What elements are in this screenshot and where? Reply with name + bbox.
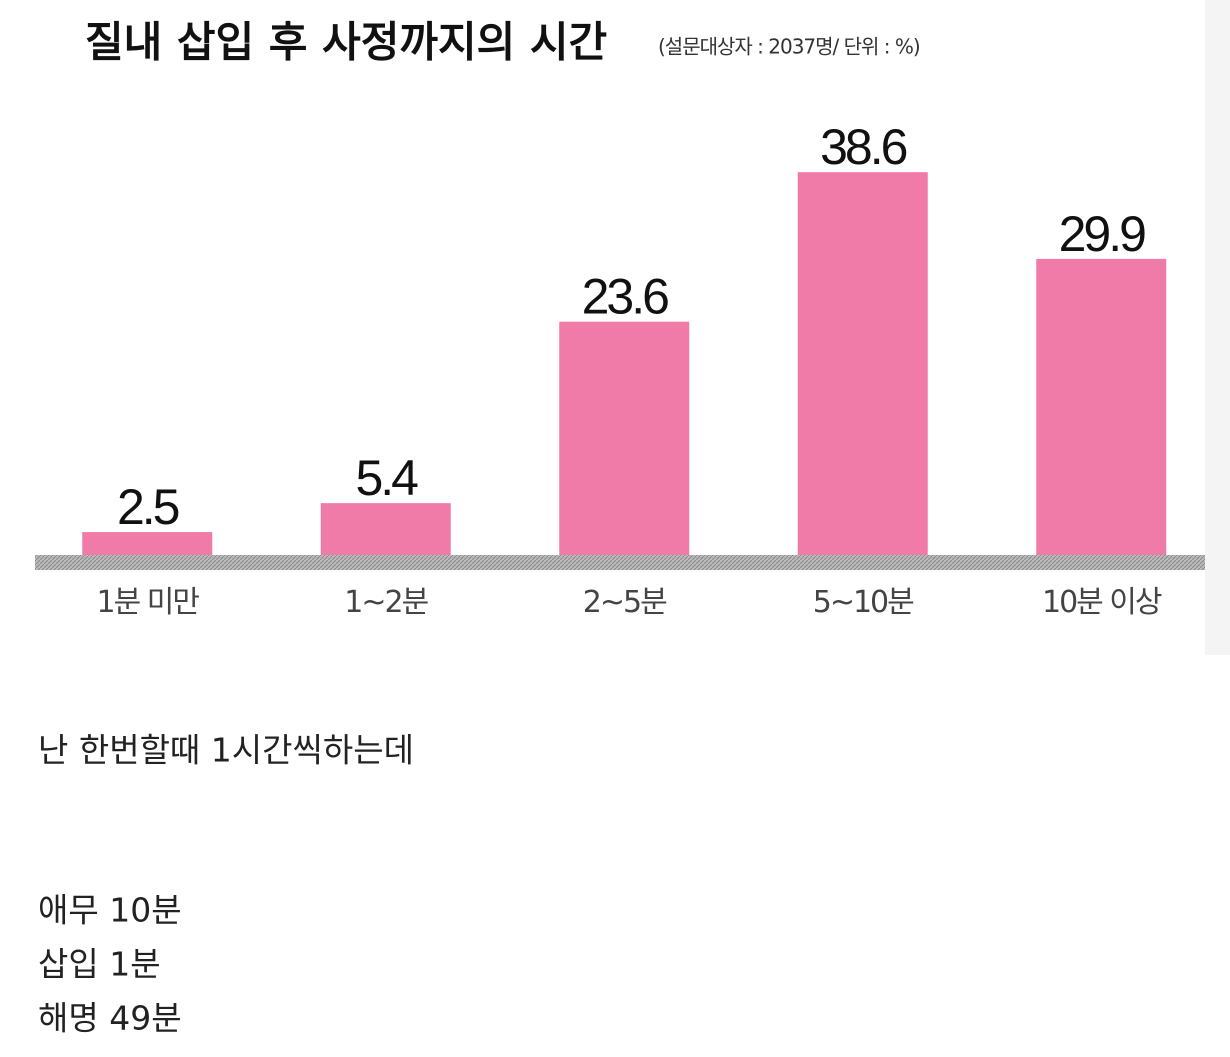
category-label: 5~10분 bbox=[813, 585, 914, 620]
category-label: 2~5분 bbox=[583, 585, 667, 620]
category-label: 1분 미만 bbox=[97, 585, 200, 620]
image-edge bbox=[1205, 0, 1230, 655]
baseline-band bbox=[35, 555, 1205, 570]
bar bbox=[82, 532, 213, 557]
value-label: 23.6 bbox=[582, 269, 669, 325]
post-text: 해명 49분 bbox=[38, 999, 182, 1038]
bar bbox=[797, 172, 928, 557]
bar bbox=[1036, 258, 1167, 557]
category-label: 1~2분 bbox=[344, 585, 428, 620]
value-label: 5.4 bbox=[355, 450, 418, 506]
chart-title: 질내 삽입 후 사정까지의 시간 bbox=[85, 18, 607, 67]
post-text: 난 한번할때 1시간씩하는데 bbox=[38, 731, 414, 770]
post-text: 삽입 1분 bbox=[38, 945, 161, 984]
bar bbox=[559, 321, 690, 557]
value-label: 29.9 bbox=[1059, 206, 1146, 262]
category-label: 10분 이상 bbox=[1042, 585, 1162, 620]
chart-subtitle: (설문대상자 : 2037명/ 단위 : %) bbox=[658, 35, 920, 59]
value-label: 38.6 bbox=[820, 119, 907, 175]
post-text: 애무 10분 bbox=[38, 891, 182, 930]
bar bbox=[320, 503, 451, 557]
value-label: 2.5 bbox=[117, 479, 179, 535]
